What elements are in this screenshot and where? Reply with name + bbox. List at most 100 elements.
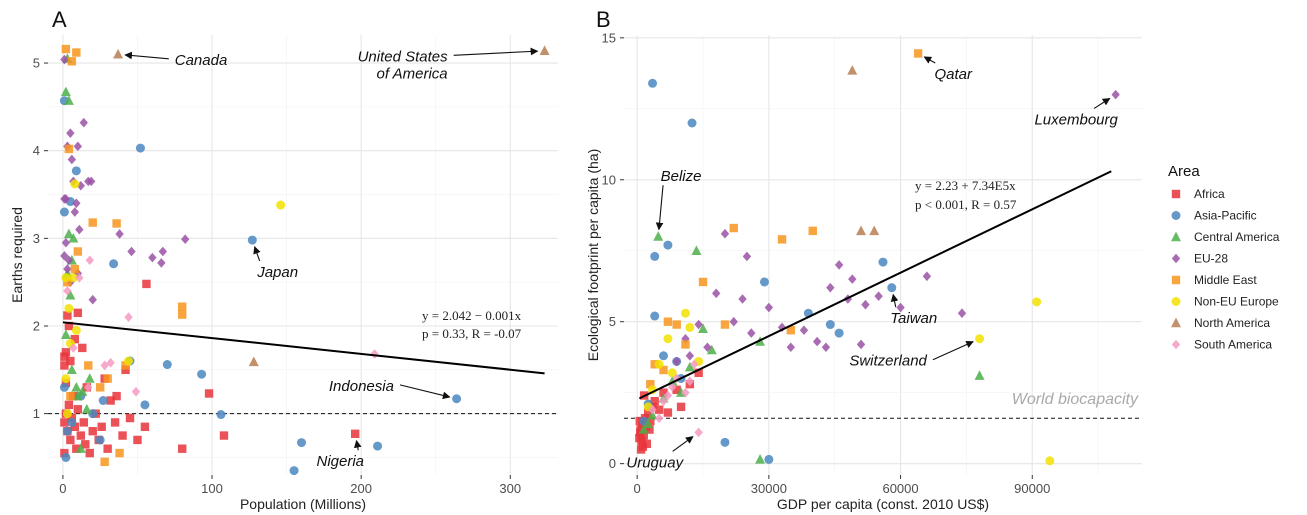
panel-a-grid	[48, 35, 558, 475]
point-middle-east	[720, 320, 730, 329]
point-south-america	[63, 286, 72, 296]
panel-a-equation: y = 2.042 − 0.001x	[422, 308, 522, 323]
y-tick-label: 3	[33, 231, 40, 246]
point-asia-pacific	[834, 328, 844, 338]
point-eu-28	[896, 302, 905, 313]
legend-key-south-america	[1171, 339, 1181, 350]
annotation-arrow	[399, 384, 451, 400]
point-middle-east	[72, 48, 81, 57]
annotation-line: Japan	[256, 264, 298, 281]
x-tick-label: 200	[350, 481, 372, 496]
panel-a-x-axis-label: Population (Millions)	[240, 496, 366, 512]
point-eu-28	[812, 336, 822, 347]
panel-b-points	[635, 49, 1120, 466]
point-africa	[118, 431, 127, 440]
point-non-eu-europe	[1032, 297, 1042, 307]
point-central-america	[698, 323, 709, 334]
panel-b-stats: p < 0.001, R = 0.57	[915, 197, 1017, 212]
point-north-america	[539, 45, 550, 55]
panel-b-grid	[624, 35, 1142, 475]
point-africa	[85, 448, 94, 458]
point-south-america	[84, 382, 93, 393]
panel-a-stats: p = 0.33, R = -0.07	[422, 326, 522, 341]
point-africa	[66, 356, 75, 366]
point-non-eu-europe	[680, 308, 690, 318]
point-south-america	[685, 376, 695, 387]
point-asia-pacific	[648, 78, 658, 88]
point-eu-28	[799, 325, 809, 336]
point-asia-pacific	[67, 417, 77, 427]
point-africa	[654, 405, 664, 414]
panel-a-points	[59, 44, 550, 476]
legend-label-africa: Africa	[1194, 187, 1225, 201]
point-south-america	[69, 343, 78, 353]
point-eu-28	[60, 194, 69, 204]
point-non-eu-europe	[61, 273, 71, 283]
point-eu-28	[711, 288, 721, 299]
annotation-line: Nigeria	[317, 453, 365, 470]
point-asia-pacific	[135, 143, 145, 153]
point-asia-pacific	[62, 426, 72, 436]
point-africa	[64, 321, 74, 331]
annotation-taiwan: Taiwan	[890, 310, 937, 327]
point-non-eu-europe	[685, 322, 695, 332]
point-south-america	[659, 396, 668, 406]
point-central-america	[60, 86, 71, 97]
annotation-arrow	[253, 245, 261, 262]
y-tick-label: 10	[602, 172, 616, 187]
point-central-america	[755, 453, 766, 464]
annotation-line: United States	[358, 48, 449, 65]
panel-a-regression-line	[62, 321, 545, 375]
point-central-america	[68, 232, 79, 243]
point-south-america	[654, 413, 664, 424]
point-africa	[219, 431, 229, 440]
point-eu-28	[826, 282, 835, 293]
point-north-america	[248, 356, 259, 367]
point-north-america	[113, 48, 124, 59]
annotation-uruguay: Uruguay	[626, 454, 684, 471]
point-asia-pacific	[61, 452, 71, 462]
y-tick-label: 5	[33, 56, 40, 71]
point-central-america	[643, 418, 654, 429]
x-tick-label: 0	[634, 481, 641, 496]
point-eu-28	[115, 229, 124, 239]
point-eu-28	[957, 308, 967, 318]
point-middle-east	[115, 448, 124, 458]
point-asia-pacific	[289, 466, 299, 476]
point-central-america	[66, 364, 77, 375]
point-north-america	[847, 65, 858, 75]
point-central-america	[60, 329, 71, 339]
point-africa	[76, 431, 86, 440]
point-asia-pacific	[109, 259, 119, 269]
legend-label-middle-east: Middle East	[1194, 273, 1257, 287]
legend-key-non-eu-europe	[1171, 297, 1181, 306]
x-tick-label: 0	[59, 481, 66, 496]
annotation-arrow	[453, 47, 539, 56]
legend-label-eu-28: EU-28	[1194, 252, 1228, 266]
point-africa	[61, 348, 71, 357]
annotation-line: Switzerland	[849, 353, 927, 370]
point-asia-pacific	[720, 437, 730, 447]
panel-b-annotations: Qatar Luxembourg Belize Taiwan Switzerland Ur…	[626, 56, 1119, 471]
point-non-eu-europe	[124, 356, 134, 366]
point-africa	[636, 445, 646, 454]
panel-b-x-axis-label: GDP per capita (const. 2010 US$)	[777, 496, 989, 512]
point-south-america	[694, 427, 703, 438]
point-central-america	[81, 403, 92, 414]
point-africa	[70, 422, 80, 431]
point-asia-pacific	[825, 320, 835, 330]
point-asia-pacific	[297, 438, 307, 448]
point-eu-28	[70, 207, 80, 217]
point-middle-east	[61, 44, 71, 54]
annotation-switzerland: Switzerland	[849, 353, 927, 370]
point-eu-28	[821, 342, 831, 353]
point-asia-pacific	[887, 283, 897, 293]
point-middle-east	[100, 457, 109, 467]
point-africa	[66, 435, 75, 445]
annotation-arrow	[923, 56, 936, 64]
y-tick-label: 0	[609, 456, 616, 471]
point-central-america	[71, 381, 82, 392]
point-eu-28	[848, 274, 857, 284]
point-africa	[676, 402, 686, 412]
